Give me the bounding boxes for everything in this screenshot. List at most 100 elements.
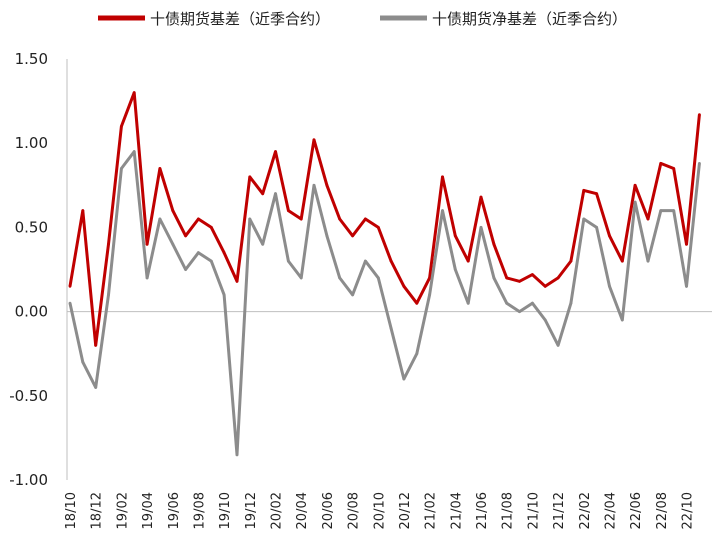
data-point bbox=[453, 268, 457, 271]
data-point bbox=[132, 91, 136, 95]
data-point bbox=[428, 276, 431, 280]
data-point bbox=[299, 276, 303, 280]
series-line-basis bbox=[68, 91, 701, 347]
x-tick-label: 21/02 bbox=[424, 492, 439, 529]
data-point bbox=[235, 453, 239, 457]
data-point bbox=[608, 284, 611, 288]
y-tick-label: 1.50 bbox=[15, 50, 48, 68]
x-tick-label: 18/12 bbox=[90, 492, 105, 529]
data-point bbox=[68, 301, 72, 305]
data-point bbox=[171, 209, 175, 213]
data-point bbox=[531, 273, 534, 276]
data-point bbox=[325, 183, 329, 187]
data-point bbox=[543, 318, 547, 322]
data-point bbox=[466, 259, 470, 263]
data-point bbox=[145, 276, 149, 280]
x-tick-label: 20/12 bbox=[398, 492, 413, 529]
data-point bbox=[222, 293, 226, 297]
data-point bbox=[620, 259, 624, 263]
data-point bbox=[543, 284, 547, 288]
x-tick-label: 22/06 bbox=[629, 492, 644, 529]
data-point bbox=[248, 175, 252, 179]
data-point bbox=[376, 226, 380, 229]
data-point bbox=[531, 301, 534, 305]
data-point bbox=[595, 192, 598, 196]
data-point bbox=[222, 251, 226, 255]
data-point bbox=[184, 234, 188, 238]
series-line-net-basis bbox=[68, 150, 701, 457]
x-tick-label: 22/02 bbox=[578, 492, 593, 529]
data-point bbox=[492, 242, 496, 246]
x-tick-label: 19/04 bbox=[141, 492, 156, 529]
data-point bbox=[364, 259, 367, 263]
data-point bbox=[646, 217, 650, 221]
y-tick-label: 1.00 bbox=[15, 134, 48, 152]
data-point bbox=[659, 209, 663, 213]
data-point bbox=[274, 192, 277, 196]
x-tick-label: 20/10 bbox=[372, 492, 387, 529]
x-tick-label: 19/02 bbox=[115, 492, 130, 529]
data-point bbox=[248, 217, 252, 221]
x-tick-label: 19/08 bbox=[192, 492, 207, 529]
data-point bbox=[145, 242, 149, 246]
x-tick-label: 21/06 bbox=[475, 492, 490, 529]
series-layer bbox=[68, 91, 701, 457]
x-tick-label: 20/02 bbox=[270, 492, 285, 529]
legend-label-net-basis: 十债期货净基差（近季合约） bbox=[432, 10, 627, 28]
data-point bbox=[620, 318, 624, 322]
x-tick-label: 22/04 bbox=[603, 492, 618, 529]
data-point bbox=[120, 167, 123, 170]
data-point bbox=[415, 352, 419, 356]
x-axis: 18/10 18/12 19/02 19/04 19/06 19/08 19/10 19/12… bbox=[64, 311, 712, 529]
data-point bbox=[492, 276, 496, 280]
data-point bbox=[158, 167, 162, 170]
data-point bbox=[569, 259, 573, 263]
x-tick-label: 21/08 bbox=[501, 492, 516, 529]
data-point bbox=[402, 284, 406, 288]
x-tick-label: 19/06 bbox=[167, 492, 182, 529]
data-point bbox=[209, 259, 213, 263]
data-point bbox=[505, 276, 509, 280]
data-point bbox=[402, 377, 406, 381]
data-point bbox=[672, 209, 676, 213]
data-point bbox=[287, 259, 290, 263]
data-point bbox=[518, 279, 521, 283]
data-point bbox=[518, 310, 521, 313]
data-point bbox=[325, 234, 329, 238]
x-tick-label: 19/12 bbox=[244, 492, 259, 529]
y-tick-label: -0.50 bbox=[9, 387, 48, 405]
data-point bbox=[261, 192, 265, 196]
data-point bbox=[376, 276, 380, 280]
data-point bbox=[197, 251, 200, 255]
data-point bbox=[389, 259, 393, 263]
y-tick-label: 0.00 bbox=[15, 303, 48, 321]
data-point bbox=[312, 138, 316, 142]
x-tick-label: 18/10 bbox=[64, 492, 79, 529]
data-point bbox=[68, 284, 72, 288]
data-point bbox=[184, 268, 188, 271]
legend-label-basis: 十债期货基差（近季合约） bbox=[150, 10, 330, 28]
data-point bbox=[556, 276, 560, 280]
data-point bbox=[415, 301, 419, 305]
data-point bbox=[453, 234, 457, 238]
data-point bbox=[698, 162, 701, 165]
legend: 十债期货基差（近季合约） 十债期货净基差（近季合约） bbox=[98, 10, 627, 28]
data-point bbox=[595, 226, 598, 229]
data-point bbox=[466, 301, 470, 305]
data-point bbox=[274, 150, 277, 154]
x-tick-label: 20/06 bbox=[321, 492, 336, 529]
data-point bbox=[299, 217, 303, 221]
data-point bbox=[287, 209, 290, 213]
data-point bbox=[608, 234, 611, 238]
x-tick-label: 20/08 bbox=[347, 492, 362, 529]
y-axis: 1.50 1.00 0.50 0.00 -0.50 -1.00 bbox=[9, 50, 68, 489]
data-point bbox=[120, 125, 123, 128]
data-point bbox=[505, 301, 509, 305]
data-point bbox=[81, 360, 85, 364]
data-point bbox=[659, 162, 663, 165]
data-point bbox=[556, 343, 560, 347]
data-point bbox=[441, 175, 444, 179]
y-tick-label: -1.00 bbox=[9, 471, 48, 489]
